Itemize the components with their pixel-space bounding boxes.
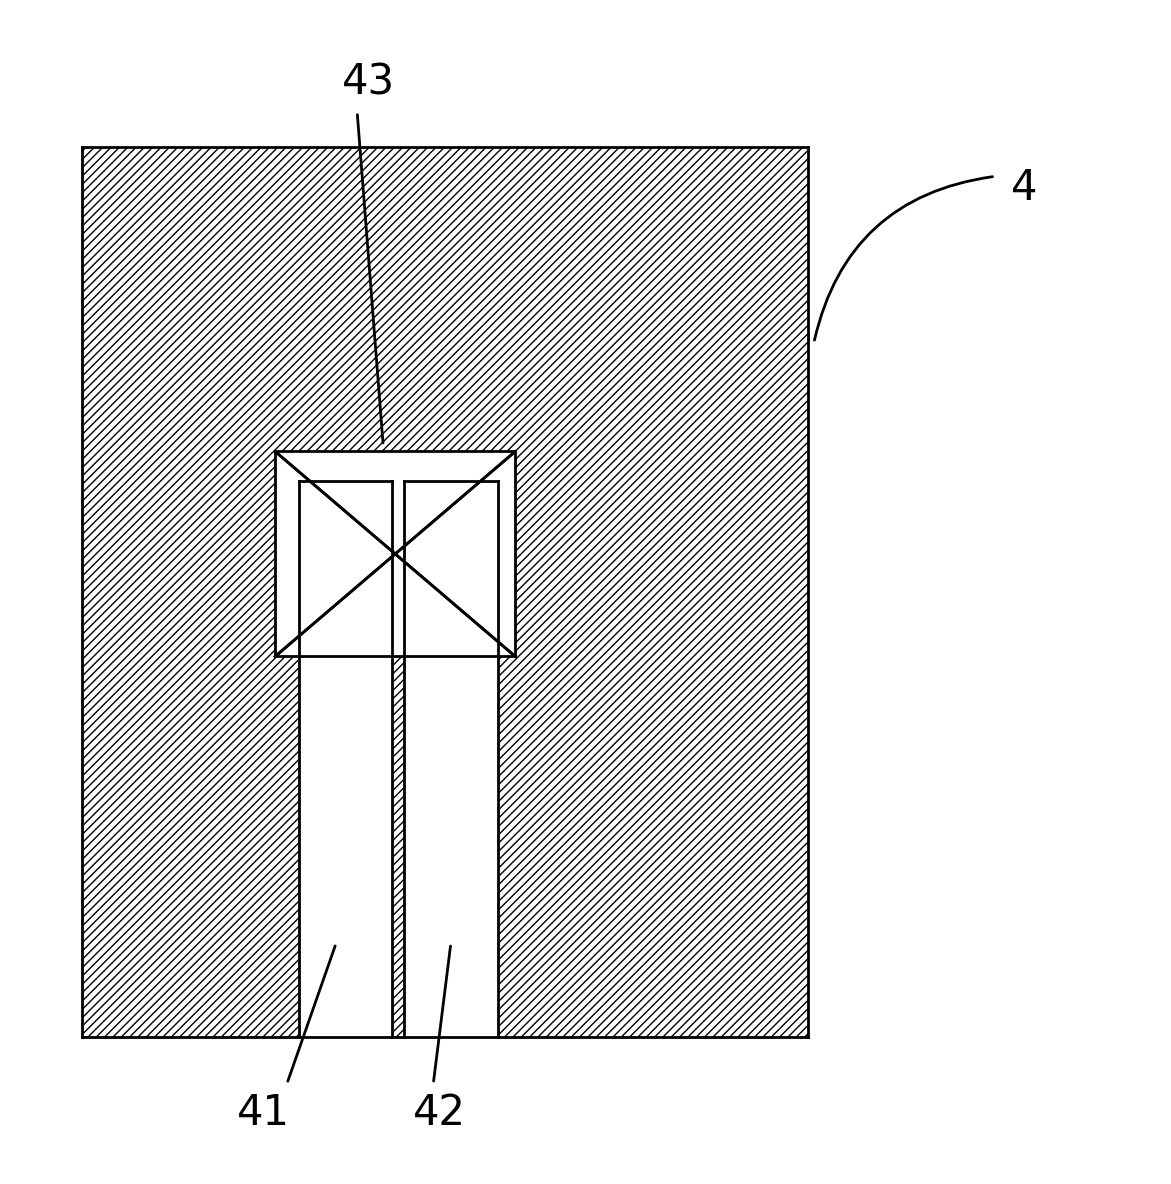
Polygon shape [275, 451, 515, 554]
Bar [404, 481, 498, 1037]
Text: 43: 43 [342, 62, 396, 104]
Polygon shape [275, 554, 515, 656]
FancyArrowPatch shape [815, 176, 993, 340]
Text: 41: 41 [237, 1092, 290, 1134]
Bar [82, 147, 808, 1037]
Bar [275, 451, 515, 656]
Bar [299, 481, 392, 1037]
Text: 42: 42 [412, 1092, 466, 1134]
Bar [275, 451, 515, 656]
Bar [82, 147, 808, 1037]
Text: 4: 4 [1012, 167, 1038, 210]
Polygon shape [395, 451, 515, 656]
Polygon shape [275, 451, 395, 656]
